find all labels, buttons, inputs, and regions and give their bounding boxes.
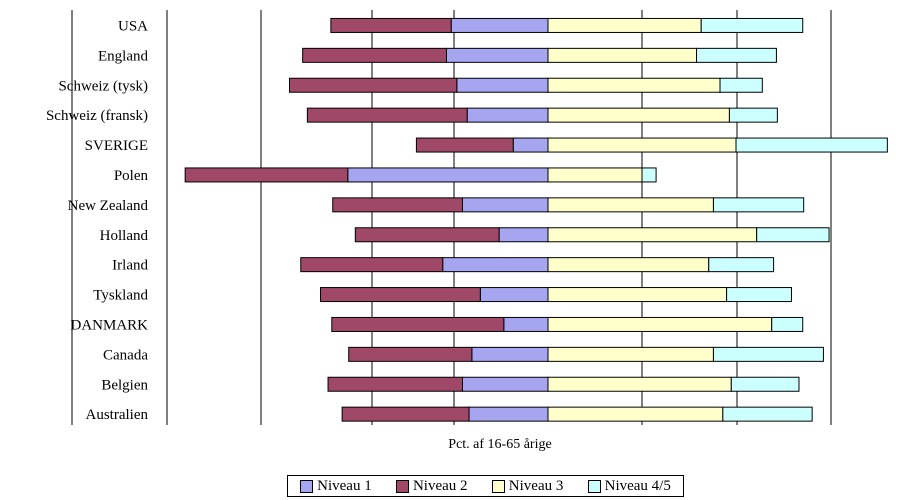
bar-niveau-4-5-new-zealand [712, 197, 805, 213]
bar-niveau-3-australien [547, 406, 724, 422]
bar-niveau-3-holland [547, 227, 758, 243]
bar-niveau-4-5-danmark [771, 316, 804, 332]
category-label: Canada [103, 347, 148, 363]
legend-item: Niveau 4/5 [587, 477, 671, 495]
category-label: Tyskland [93, 288, 148, 304]
bar-niveau-2-england [302, 47, 447, 63]
category-label: Polen [114, 168, 149, 184]
bar-niveau-4-5-australien [722, 406, 813, 422]
legend-item: Niveau 1 [300, 478, 372, 495]
bar-niveau-1-belgien [461, 376, 549, 392]
bar-niveau-4-5-schweiz-fransk- [728, 107, 778, 123]
bar-niveau-4-5-polen [641, 167, 657, 183]
legend-label: Niveau 3 [508, 477, 564, 494]
bar-niveau-1-irland [442, 257, 549, 273]
bar-niveau-4-5-sverige [735, 137, 888, 153]
category-label: USA [118, 18, 148, 34]
x-axis-title: Pct. af 16-65 årige [448, 437, 551, 452]
category-labels: USA England Schweiz (tysk) Schweiz (fransk)… [46, 18, 149, 423]
bar-niveau-3-usa [547, 17, 702, 33]
bar-niveau-2-usa [330, 17, 452, 33]
legend-swatch [395, 479, 409, 493]
bar-niveau-1-canada [471, 346, 549, 362]
bar-niveau-2-holland [354, 227, 500, 243]
bar-niveau-4-5-irland [708, 257, 775, 273]
bar-niveau-1-holland [498, 227, 549, 243]
legend-item: Niveau 3 [491, 477, 564, 495]
bars [184, 17, 888, 422]
bar-niveau-1-tyskland [479, 287, 549, 303]
category-label: New Zealand [68, 198, 149, 214]
legend-item: Niveau 2 [395, 477, 468, 495]
bar-niveau-4-5-tyskland [726, 287, 792, 303]
bar-niveau-1-schweiz-tysk- [456, 77, 549, 93]
bar-niveau-2-sverige [415, 137, 514, 153]
bar-niveau-2-tyskland [320, 287, 481, 303]
bar-niveau-2-danmark [331, 316, 505, 332]
bar-niveau-1-polen [347, 167, 549, 183]
bar-niveau-3-danmark [547, 316, 773, 332]
bar-niveau-3-schweiz-tysk- [547, 77, 721, 93]
bar-niveau-1-england [445, 47, 549, 63]
category-label: England [98, 48, 148, 64]
bar-niveau-2-schweiz-tysk- [289, 77, 458, 93]
category-label: DANMARK [70, 317, 148, 333]
bar-niveau-3-england [547, 47, 698, 63]
bar-niveau-3-irland [547, 257, 710, 273]
bar-niveau-2-polen [184, 167, 349, 183]
bar-niveau-4-5-schweiz-tysk- [719, 77, 763, 93]
legend-label: Niveau 1 [317, 477, 372, 494]
bar-niveau-1-sverige [512, 137, 549, 153]
bar-niveau-2-new-zealand [332, 197, 463, 213]
bar-niveau-3-polen [547, 167, 643, 183]
bar-niveau-3-new-zealand [547, 197, 714, 213]
category-label: Irland [112, 258, 148, 274]
bar-niveau-1-new-zealand [461, 197, 549, 213]
bar-niveau-3-tyskland [547, 287, 728, 303]
bar-niveau-2-canada [348, 346, 473, 362]
bar-niveau-3-sverige [547, 137, 737, 153]
legend-label: Niveau 2 [412, 477, 468, 494]
legend-swatch [587, 479, 601, 493]
category-label: Schweiz (tysk) [58, 78, 148, 94]
chart-canvas: USA England Schweiz (tysk) Schweiz (fransk)… [46, 10, 888, 452]
bar-niveau-2-belgien [327, 376, 463, 392]
bar-niveau-4-5-holland [756, 227, 830, 243]
category-label: SVERIGE [85, 138, 148, 154]
category-label: Holland [100, 228, 149, 244]
category-label: Australien [86, 407, 149, 423]
bar-niveau-4-5-belgien [730, 376, 800, 392]
bar-niveau-4-5-england [696, 47, 777, 63]
category-label: Schweiz (fransk) [46, 108, 148, 124]
bar-niveau-3-belgien [547, 376, 732, 392]
bar-niveau-2-irland [300, 257, 444, 273]
legend-label: Niveau 4/5 [604, 477, 671, 494]
bar-niveau-4-5-canada [712, 346, 824, 362]
gridlines [166, 10, 832, 425]
bar-niveau-3-canada [547, 346, 714, 362]
bar-niveau-1-australien [468, 406, 549, 422]
bar-niveau-3-schweiz-fransk- [547, 107, 730, 123]
bar-niveau-1-schweiz-fransk- [466, 107, 549, 123]
legend-swatch [300, 479, 314, 493]
legend-swatch [491, 479, 505, 493]
bar-niveau-4-5-usa [700, 17, 804, 33]
bar-niveau-2-schweiz-fransk- [306, 107, 468, 123]
bar-niveau-2-australien [341, 406, 470, 422]
legend: Niveau 1 Niveau 2 Niveau 3 Niveau 4/5 [287, 475, 684, 497]
category-label: Belgien [101, 377, 148, 393]
bar-niveau-1-usa [450, 17, 549, 33]
bar-niveau-1-danmark [503, 316, 549, 332]
